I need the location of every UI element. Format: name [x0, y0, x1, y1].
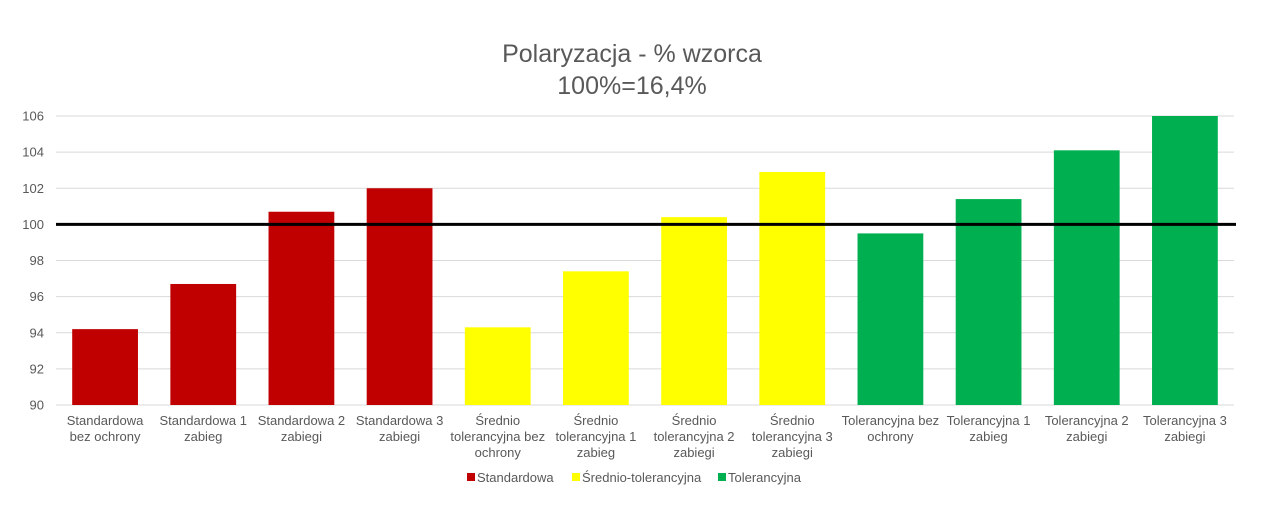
- x-category-line: zabieg: [969, 429, 1007, 444]
- bar: [464, 327, 531, 405]
- chart-title: Polaryzacja - % wzorca: [502, 40, 762, 68]
- x-category-label: Tolerancyjna 2 zabiegi: [1045, 413, 1129, 444]
- y-tick-label: 98: [30, 253, 44, 268]
- x-category-line: zabiegi: [379, 429, 420, 444]
- legend-swatch: [718, 473, 726, 481]
- x-category-line: Standardowa 3: [356, 413, 443, 428]
- x-category-line: tolerancyjna bez: [450, 429, 545, 444]
- bar: [563, 271, 629, 405]
- legend-label: Tolerancyjna: [728, 470, 802, 485]
- x-category-line: Średnio: [475, 413, 520, 428]
- x-category-line: Średnio: [770, 413, 815, 428]
- x-category-line: bez ochrony: [70, 429, 141, 444]
- y-tick-label: 96: [30, 289, 44, 304]
- bar: [268, 211, 335, 405]
- x-category-line: zabiegi: [772, 445, 813, 460]
- x-category-label: Tolerancyjna 1 zabieg: [947, 413, 1031, 444]
- x-category-line: zabiegi: [281, 429, 322, 444]
- bar: [72, 329, 138, 405]
- legend-label: Średnio-tolerancyjna: [582, 470, 702, 485]
- bar: [661, 217, 727, 405]
- bar: [170, 283, 237, 405]
- x-category-label: Standardowa 1 zabieg: [160, 413, 247, 444]
- x-category-line: Standardowa 1: [160, 413, 247, 428]
- x-category-line: Tolerancyjna 1: [947, 413, 1031, 428]
- bars: [72, 116, 1218, 405]
- x-category-line: zabiegi: [1164, 429, 1205, 444]
- x-category-line: tolerancyjna 2: [654, 429, 735, 444]
- y-tick-label: 102: [22, 181, 44, 196]
- x-category-label: Tolerancyjna bez ochrony: [842, 413, 940, 444]
- x-category-line: ochrony: [867, 429, 914, 444]
- y-tick-label: 92: [30, 361, 44, 376]
- x-category-line: zabieg: [184, 429, 222, 444]
- bar: [857, 233, 924, 405]
- y-axis-ticks: 90 92 94 96 98 100 102 104 106: [22, 109, 44, 413]
- x-category-line: zabiegi: [1066, 429, 1107, 444]
- bar: [366, 188, 433, 405]
- x-category-line: Tolerancyjna 2: [1045, 413, 1129, 428]
- x-category-label: Standardowa 2 zabiegi: [258, 413, 345, 444]
- x-category-line: zabiegi: [673, 445, 714, 460]
- x-category-line: Średnio: [574, 413, 619, 428]
- chart-subtitle: 100%=16,4%: [557, 72, 706, 100]
- x-category-label: Średnio tolerancyjna 1 zabieg: [555, 413, 636, 460]
- y-tick-label: 90: [30, 398, 44, 413]
- x-category-line: Średnio: [672, 413, 717, 428]
- x-category-line: zabieg: [577, 445, 615, 460]
- bar: [955, 199, 1022, 405]
- legend-swatch: [467, 473, 475, 481]
- x-category-line: Tolerancyjna bez: [842, 413, 940, 428]
- x-category-label: Tolerancyjna 3 zabiegi: [1143, 413, 1227, 444]
- x-category-line: ochrony: [475, 445, 522, 460]
- legend-swatch: [572, 473, 580, 481]
- legend-label: Standardowa: [477, 470, 554, 485]
- bar: [759, 171, 826, 405]
- x-category-label: Standardowa 3 zabiegi: [356, 413, 443, 444]
- x-category-line: Standardowa: [67, 413, 144, 428]
- bar: [1152, 116, 1218, 405]
- x-category-line: tolerancyjna 3: [752, 429, 833, 444]
- y-tick-label: 100: [22, 217, 44, 232]
- legend: Standardowa Średnio-tolerancyjna Tolerancy…: [467, 470, 802, 485]
- x-category-line: tolerancyjna 1: [555, 429, 636, 444]
- x-category-label: Średnio tolerancyjna 3 zabiegi: [752, 413, 833, 460]
- bar: [1053, 150, 1120, 405]
- x-category-line: Tolerancyjna 3: [1143, 413, 1227, 428]
- y-tick-label: 94: [30, 325, 44, 340]
- x-category-label: Średnio tolerancyjna bez ochrony: [450, 413, 545, 460]
- x-category-label: Średnio tolerancyjna 2 zabiegi: [654, 413, 735, 460]
- x-category-label: Standardowa bez ochrony: [67, 413, 144, 444]
- y-tick-label: 104: [22, 145, 44, 160]
- x-category-line: Standardowa 2: [258, 413, 345, 428]
- y-tick-label: 106: [22, 109, 44, 124]
